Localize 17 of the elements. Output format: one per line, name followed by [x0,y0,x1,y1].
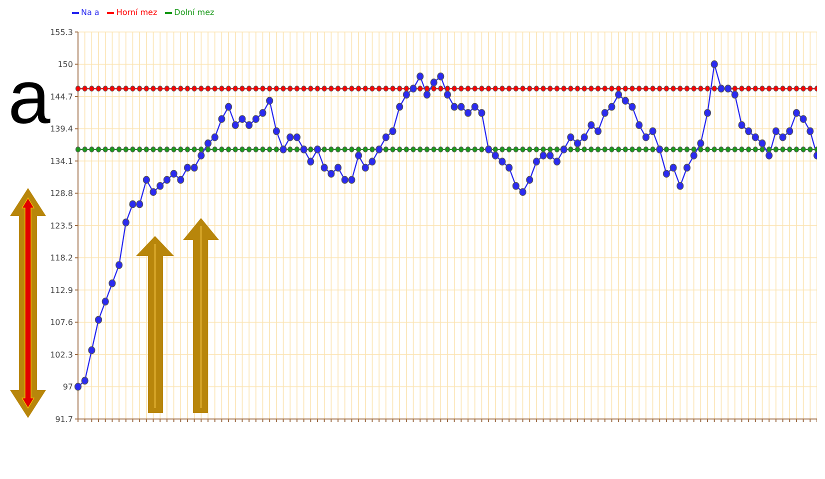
y-tick-label: 128.8 [50,189,73,198]
y-tick-label: 118.2 [50,254,73,263]
legend-label: Na a [80,8,100,18]
y-tick-label: 139.4 [50,124,73,134]
y-tick-label: 150 [58,60,73,70]
y-tick-label: 97 [62,382,73,392]
legend-label: Horní mez [115,8,158,18]
y-tick-label: 155.3 [50,28,73,37]
y-tick-label: 112.9 [50,286,73,295]
y-tick-label: 91.7 [55,414,73,424]
y-tick-label: 107.6 [50,318,73,328]
y-tick-label: 144.7 [50,92,73,102]
legend-label: Dolní mez [173,8,214,18]
y-tick-label: 123.5 [50,221,73,230]
y-tick-label: 134.1 [50,156,73,166]
y-tick-label: 102.3 [50,350,73,360]
text: a [8,55,50,140]
